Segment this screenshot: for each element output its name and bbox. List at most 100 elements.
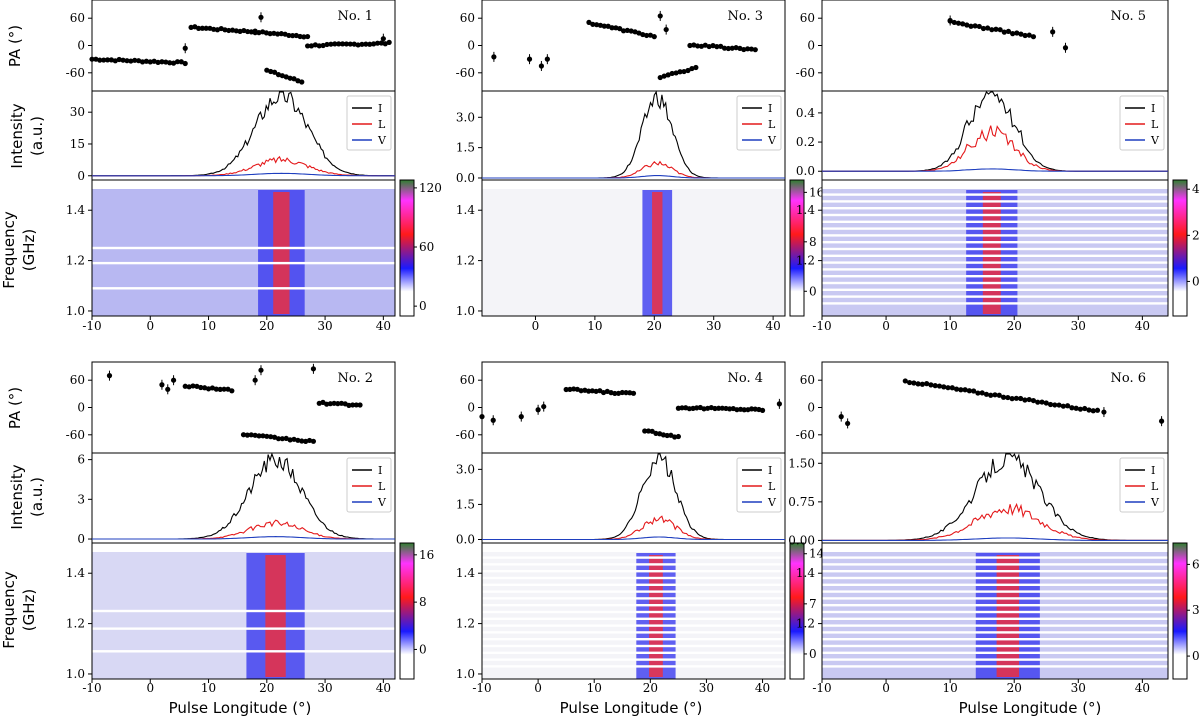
panel-title: No. 3 — [727, 9, 763, 24]
xlabel-col1: Pulse Longitude (°) — [169, 699, 312, 717]
pa-point — [106, 373, 113, 379]
colorbar-tick-label: 16 — [419, 548, 434, 562]
pa-point — [264, 433, 270, 439]
dynspec-ytick-label: 1.4 — [796, 566, 815, 580]
pa-point — [1069, 405, 1075, 411]
dynspec-flagged-channel — [482, 658, 785, 661]
pa-point — [1043, 400, 1049, 406]
pa-point — [258, 367, 264, 373]
pa-point — [178, 59, 184, 65]
pa-point — [752, 47, 758, 53]
pa-point — [932, 383, 938, 389]
pa-point — [951, 19, 957, 26]
pa-ytick-label: -60 — [66, 428, 85, 442]
pa-point — [966, 388, 972, 394]
dynspec-flagged-channel — [822, 597, 1168, 600]
intensity-ytick-label: 0.0 — [456, 532, 475, 546]
xtick-label: 40 — [376, 681, 391, 695]
pa-point — [89, 56, 95, 62]
pa-point — [1065, 403, 1071, 409]
dynspec-flagged-channel — [822, 275, 1168, 278]
dynspec-flagged-channel — [482, 644, 785, 648]
xtick-label: 40 — [376, 319, 391, 333]
pa-point — [291, 76, 297, 82]
legend-label-V: V — [1150, 134, 1160, 147]
dynspec-flagged-channel — [822, 207, 1168, 210]
colorbar — [399, 542, 415, 680]
pa-point — [195, 25, 202, 32]
dynspec-flagged-channel — [482, 610, 785, 614]
pa-point — [304, 43, 311, 49]
pa-point — [182, 45, 188, 51]
dynspec-flagged-channel — [822, 610, 1168, 614]
pa-point — [985, 25, 991, 31]
dynspec-ytick-label: 1.2 — [796, 254, 815, 268]
pa-point — [198, 384, 204, 391]
pa-point — [386, 39, 392, 45]
dynspec-flagged-channel — [822, 295, 1168, 298]
pa-point — [980, 25, 987, 32]
dynspec-flagged-channel — [482, 597, 785, 600]
pa-point — [911, 380, 917, 386]
pa-point — [624, 27, 630, 33]
row-labels: PA (°) Intensity (a.u.) Frequency (GHz) … — [0, 25, 1101, 717]
colorbar-tick-label: 16 — [809, 185, 824, 199]
pa-ytick-label: 0 — [77, 401, 85, 415]
series-V-line — [822, 168, 1168, 172]
pa-ytick-label: -60 — [66, 66, 85, 80]
xtick-label: 30 — [1071, 319, 1086, 333]
colorbar-tick-label: 0 — [809, 284, 817, 298]
colorbar-tick-label: 14 — [809, 547, 825, 561]
pa-point — [617, 26, 623, 32]
pa-point — [745, 46, 751, 52]
pa-point — [628, 28, 634, 34]
dynspec-flagged-channel — [822, 570, 1168, 573]
pa-point — [1060, 403, 1066, 409]
pa-point — [915, 381, 921, 387]
pa-frame — [821, 0, 1169, 92]
colorbar-tick-label: 2 — [1192, 228, 1200, 242]
pa-point — [776, 401, 782, 407]
dynspec-flagged-channel — [822, 193, 1168, 196]
pa-point — [324, 41, 330, 48]
pa-point — [687, 42, 693, 49]
pa-point — [203, 25, 209, 31]
dynspec-frame — [91, 179, 396, 317]
pa-point — [716, 405, 722, 411]
xtick-label: -10 — [82, 681, 101, 695]
pa-point — [685, 67, 691, 74]
xtick-label: 30 — [317, 319, 332, 333]
xtick-label: 20 — [1007, 319, 1022, 333]
pa-point — [1073, 405, 1079, 411]
dynspec-ytick-label: 1.2 — [456, 617, 475, 631]
dynspec-ytick-label: 1.2 — [66, 254, 85, 268]
intensity-ytick-label: 0 — [77, 532, 85, 546]
pa-point — [310, 366, 317, 372]
pa-point — [286, 32, 292, 39]
xtick-label: 10 — [943, 681, 958, 695]
dynspec-ytick-label: 1.0 — [66, 667, 85, 681]
pa-point — [962, 387, 968, 393]
intensity-ytick-label: 0.0 — [796, 164, 815, 178]
pa-point — [714, 43, 720, 50]
pa-point — [205, 386, 212, 392]
pa-point — [669, 70, 675, 77]
dynspec-flagged-channel — [92, 287, 395, 290]
pa-point — [316, 43, 322, 49]
pa-point — [526, 56, 533, 62]
pa-point — [132, 57, 138, 63]
pa-point — [116, 56, 122, 63]
pa-point — [541, 403, 547, 410]
dynspec-flagged-channel — [482, 563, 785, 566]
pa-point — [958, 387, 964, 393]
pa-point — [1030, 34, 1037, 40]
colorbar-tick-label: 4 — [1192, 182, 1200, 196]
pa-point — [988, 392, 994, 398]
panel-title: No. 2 — [337, 371, 373, 386]
pa-point — [693, 64, 699, 71]
colorbar — [789, 179, 805, 317]
dynspec-flagged-channel — [822, 651, 1168, 655]
pa-point — [971, 388, 977, 394]
dynspec-flagged-channel — [822, 590, 1168, 593]
